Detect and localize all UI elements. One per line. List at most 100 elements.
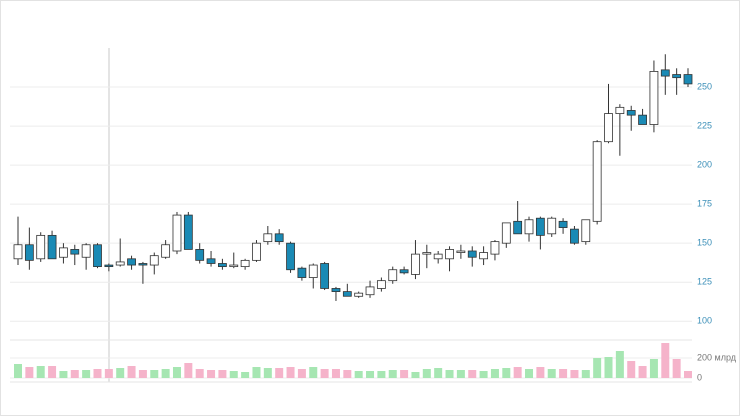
volume-bar bbox=[638, 366, 647, 378]
candle-body bbox=[535, 217, 545, 236]
volume-bar bbox=[684, 371, 692, 378]
volume-bar bbox=[286, 367, 295, 378]
volume-bar bbox=[309, 367, 318, 378]
volume-bar bbox=[547, 369, 556, 378]
volume-bar bbox=[104, 369, 113, 378]
volume-tick-label: 0 bbox=[697, 372, 702, 382]
volume-bar bbox=[649, 359, 658, 378]
candle-body bbox=[570, 228, 579, 244]
volume-bar bbox=[195, 369, 204, 378]
volume-bar bbox=[604, 357, 613, 378]
volume-bar bbox=[366, 371, 375, 378]
volume-bar bbox=[263, 368, 272, 378]
volume-bar bbox=[48, 366, 57, 378]
volume-bar bbox=[468, 370, 477, 378]
candle-body bbox=[93, 244, 102, 268]
candle-body bbox=[297, 267, 307, 278]
volume-bar bbox=[479, 371, 488, 378]
y-tick-label: 175 bbox=[697, 199, 712, 209]
volume-bar bbox=[513, 367, 522, 378]
volume-bar bbox=[172, 367, 181, 378]
candle-body bbox=[47, 234, 57, 260]
candle-body bbox=[672, 74, 682, 79]
volume-bar bbox=[559, 369, 568, 378]
candle-body bbox=[172, 214, 182, 252]
y-tick-label: 150 bbox=[697, 238, 712, 248]
volume-bar bbox=[275, 368, 284, 378]
candle-body bbox=[342, 291, 352, 297]
candle-body bbox=[467, 250, 477, 258]
volume-bar bbox=[116, 368, 125, 378]
candle-body bbox=[411, 253, 420, 275]
candle-body bbox=[376, 280, 386, 289]
volume-bar bbox=[59, 371, 68, 378]
volume-bar bbox=[581, 370, 590, 378]
volume-bar bbox=[502, 368, 511, 378]
candle-body bbox=[399, 269, 409, 274]
candle-body bbox=[581, 219, 591, 243]
volume-bar bbox=[184, 363, 193, 378]
candle-body bbox=[433, 253, 443, 260]
candle-body bbox=[229, 264, 239, 268]
volume-bar bbox=[331, 369, 340, 378]
candle-body bbox=[252, 242, 261, 261]
candle-body bbox=[592, 141, 602, 222]
volume-bar bbox=[82, 370, 91, 378]
y-tick-label: 225 bbox=[697, 120, 712, 130]
volume-bar bbox=[627, 361, 636, 378]
volume-bar bbox=[354, 371, 363, 378]
candle-body bbox=[547, 217, 557, 235]
candle-body bbox=[388, 269, 398, 282]
volume-bar bbox=[422, 369, 431, 378]
y-tick-label: 200 bbox=[697, 159, 712, 169]
candle-body bbox=[218, 263, 227, 268]
volume-bar bbox=[411, 372, 420, 378]
candle-body bbox=[638, 114, 647, 125]
volume-bar bbox=[252, 367, 261, 378]
candle-body bbox=[354, 292, 364, 297]
candle-body bbox=[13, 244, 23, 260]
candle-body bbox=[183, 214, 193, 250]
candle-body bbox=[104, 264, 114, 268]
volume-bar bbox=[615, 351, 624, 378]
volume-bar bbox=[343, 370, 352, 378]
candle-body bbox=[195, 249, 205, 261]
volume-bar bbox=[218, 370, 227, 378]
candle-body bbox=[456, 250, 466, 253]
volume-tick-label: 200 млрд bbox=[697, 352, 737, 362]
volume-bar bbox=[25, 367, 34, 378]
volume-bar bbox=[207, 370, 216, 378]
candle-body bbox=[660, 69, 670, 77]
candle-body bbox=[81, 244, 91, 258]
candle-body bbox=[149, 255, 159, 266]
candle-body bbox=[331, 288, 341, 292]
volume-bar bbox=[536, 367, 545, 378]
volume-bar bbox=[400, 370, 409, 378]
volume-bar bbox=[14, 364, 22, 378]
volume-bar bbox=[229, 371, 238, 378]
y-tick-label: 100 bbox=[697, 316, 712, 326]
candle-body bbox=[445, 249, 454, 260]
candle-body bbox=[490, 241, 500, 255]
volume-bar bbox=[434, 368, 443, 378]
candle-body bbox=[513, 220, 523, 235]
candle-body bbox=[320, 263, 330, 289]
candle-body bbox=[127, 258, 136, 266]
candle-body bbox=[626, 110, 636, 116]
volume-bar bbox=[93, 369, 102, 378]
volume-bar bbox=[36, 366, 45, 378]
volume-bar bbox=[456, 370, 465, 378]
volume-bar bbox=[525, 369, 534, 378]
candle-body bbox=[683, 74, 693, 85]
candle-body bbox=[308, 264, 318, 278]
candle-body bbox=[422, 252, 432, 255]
volume-bar bbox=[672, 359, 681, 378]
candle-body bbox=[161, 244, 171, 258]
candle-body bbox=[263, 233, 273, 243]
y-tick-label: 125 bbox=[697, 277, 712, 287]
candle-body bbox=[558, 220, 568, 228]
volume-bar bbox=[593, 358, 602, 378]
volume-bar bbox=[297, 369, 306, 378]
